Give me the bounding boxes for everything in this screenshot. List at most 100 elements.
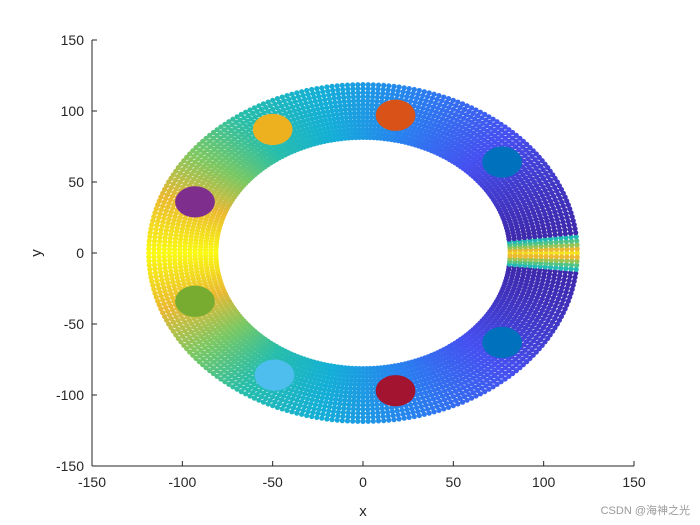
- ring-point: [352, 386, 358, 392]
- ring-point: [365, 418, 371, 424]
- ring-point: [369, 110, 375, 116]
- ring-point: [193, 355, 199, 361]
- ring-point: [562, 306, 568, 312]
- ring-point: [370, 418, 376, 424]
- ring-point: [302, 109, 308, 115]
- ring-point: [349, 131, 355, 137]
- ring-point: [416, 87, 422, 94]
- ring-point: [146, 262, 152, 268]
- ring-point: [338, 111, 345, 117]
- ring-point: [417, 100, 423, 106]
- ring-point: [312, 389, 318, 395]
- ring-point: [149, 222, 155, 228]
- ring-point: [324, 379, 330, 385]
- ring-point: [421, 411, 427, 417]
- ring-point: [166, 246, 173, 252]
- ring-point: [520, 144, 526, 150]
- ring-point: [364, 370, 370, 376]
- ring-point: [251, 395, 257, 401]
- ring-point: [495, 124, 501, 130]
- ring-point: [355, 86, 361, 92]
- ring-point: [375, 131, 381, 137]
- ring-point: [345, 86, 351, 92]
- ring-point: [369, 402, 375, 408]
- ring-point: [484, 123, 490, 129]
- ring-point: [294, 410, 300, 416]
- ring-point: [450, 403, 456, 409]
- ring-point: [364, 134, 370, 140]
- ring-point: [347, 114, 354, 120]
- ring-point: [153, 274, 159, 280]
- ring-point: [375, 82, 382, 88]
- ring-point: [360, 402, 366, 408]
- ring-point: [405, 90, 411, 96]
- ring-point: [326, 408, 332, 414]
- ring-point: [486, 114, 492, 120]
- ring-point: [455, 401, 461, 407]
- ring-point: [210, 365, 216, 371]
- ring-point: [351, 98, 357, 104]
- ring-point: [330, 112, 336, 118]
- ring-point: [158, 227, 164, 233]
- ring-point: [490, 384, 496, 390]
- ring-point: [166, 250, 172, 256]
- ring-point: [368, 378, 374, 384]
- ring-point: [225, 124, 231, 130]
- ring-point: [335, 91, 341, 97]
- ring-point: [375, 127, 381, 133]
- ring-point: [364, 118, 370, 124]
- ring-point: [236, 128, 242, 134]
- ring-point: [491, 122, 497, 128]
- ring-point: [341, 405, 347, 412]
- ring-point: [384, 95, 390, 101]
- ring-point: [221, 367, 227, 373]
- ring-point: [297, 402, 303, 408]
- ring-point: [368, 374, 374, 380]
- ring-point: [297, 98, 303, 104]
- ring-point: [203, 141, 210, 147]
- ring-point: [155, 298, 161, 304]
- ring-point: [334, 111, 340, 118]
- ring-point: [270, 403, 276, 409]
- ring-point: [404, 406, 410, 413]
- ring-point: [491, 127, 498, 134]
- ring-point: [243, 124, 249, 130]
- ring-point: [236, 372, 242, 378]
- ring-point: [333, 376, 339, 382]
- ring-point: [417, 400, 423, 406]
- ring-point: [301, 382, 307, 388]
- ring-point: [334, 388, 340, 395]
- ring-point: [567, 294, 573, 300]
- ring-point: [346, 406, 352, 412]
- ring-point: [148, 274, 154, 280]
- ring-point: [342, 397, 348, 403]
- ring-point: [155, 282, 161, 288]
- ring-point: [365, 98, 371, 104]
- ring-point: [328, 104, 334, 110]
- ring-point: [365, 406, 371, 412]
- ring-point: [181, 158, 187, 164]
- ring-point: [473, 107, 479, 113]
- electrode-marker: [254, 359, 295, 391]
- x-axis-title: x: [359, 503, 367, 520]
- ring-point: [151, 238, 158, 244]
- ring-point: [187, 349, 193, 355]
- x-tick-label: -50: [263, 474, 283, 490]
- ring-point: [484, 377, 490, 383]
- ring-point: [369, 394, 375, 400]
- ring-point: [156, 246, 162, 252]
- ring-point: [360, 118, 366, 124]
- ring-point: [335, 87, 341, 93]
- ring-point: [355, 406, 361, 412]
- ring-point: [446, 404, 452, 410]
- ring-point: [311, 380, 317, 386]
- ring-point: [222, 379, 228, 385]
- ring-point: [564, 254, 570, 260]
- ring-point: [559, 254, 565, 260]
- ring-point: [274, 96, 280, 102]
- ring-point: [443, 117, 450, 123]
- ring-point: [513, 362, 519, 368]
- ring-point: [243, 109, 249, 115]
- ring-point: [554, 250, 560, 256]
- ring-point: [512, 253, 518, 259]
